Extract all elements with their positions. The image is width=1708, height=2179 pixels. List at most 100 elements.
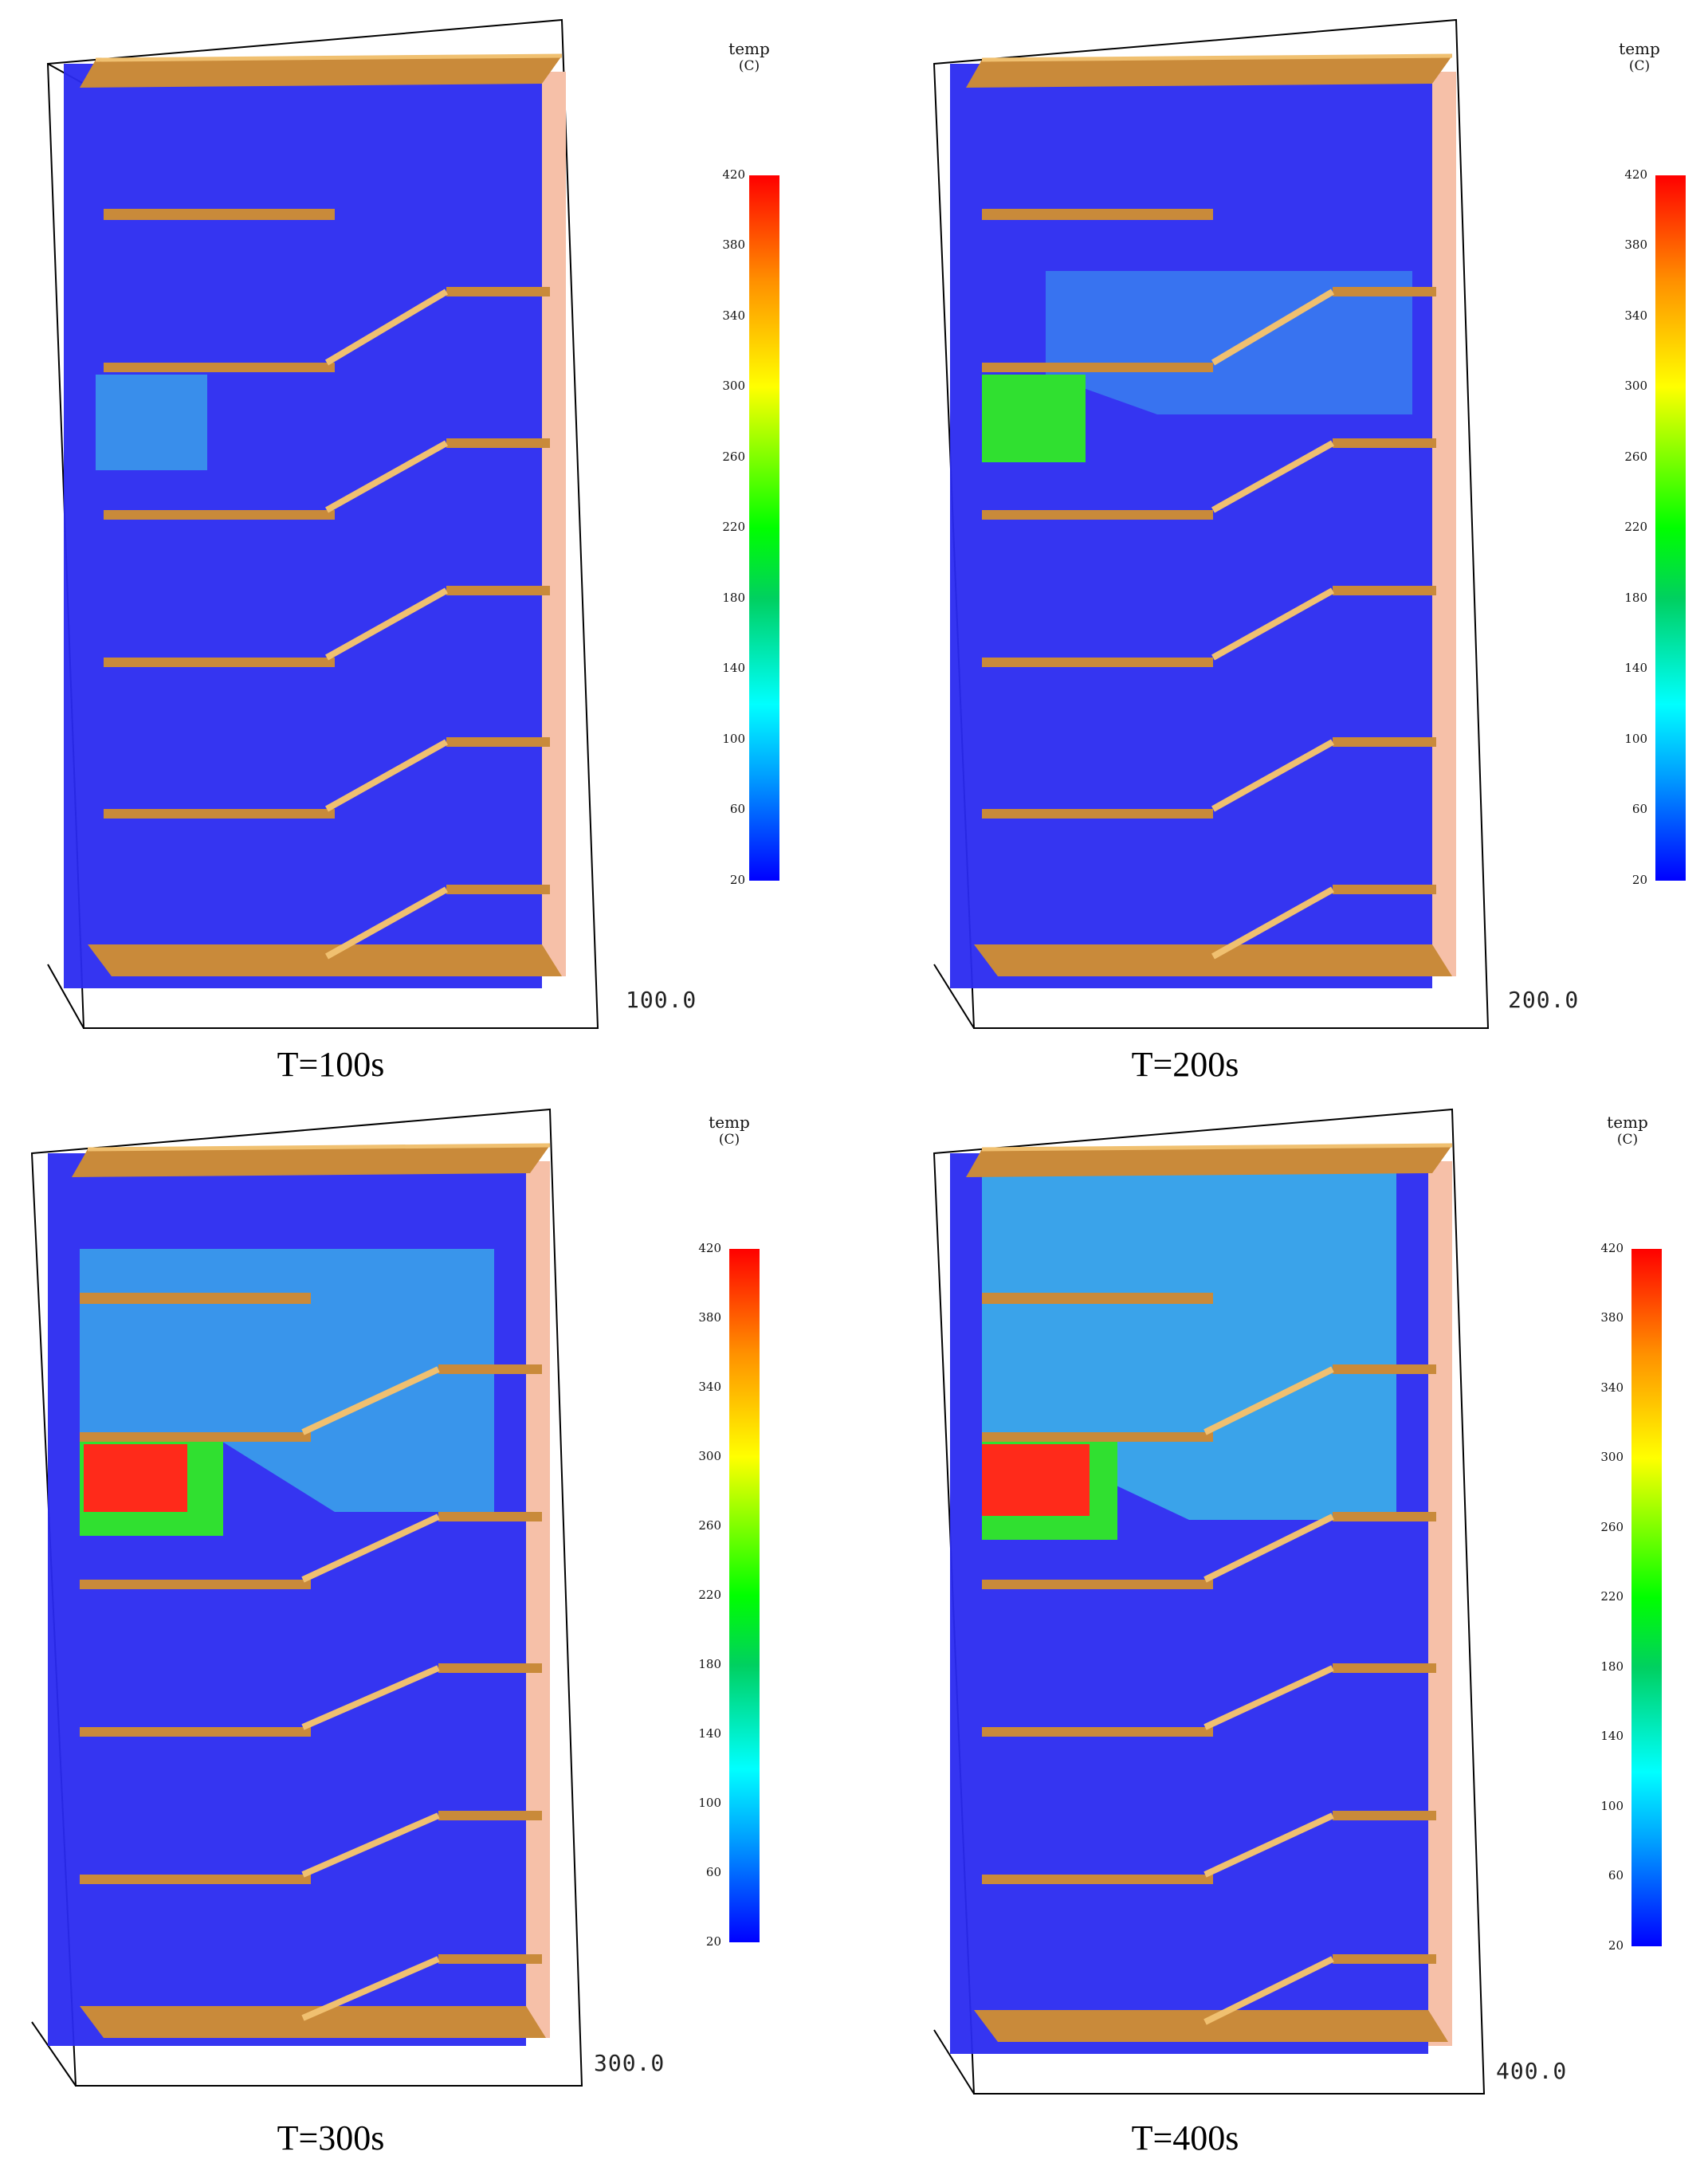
- legend-tick: 420: [722, 167, 745, 182]
- legend-tick: 260: [722, 450, 745, 464]
- legend-tick: 100: [1600, 1799, 1624, 1813]
- legend-tick: 380: [722, 238, 745, 252]
- legend-tick: 180: [722, 591, 745, 605]
- legend-unit: (C): [738, 58, 760, 74]
- landings: [88, 209, 562, 976]
- legend-tick: 100: [1624, 732, 1647, 746]
- legend-tick: 300: [722, 379, 745, 393]
- legend-tick: 300: [698, 1449, 721, 1463]
- legend-tick: 60: [1608, 1868, 1624, 1883]
- legend-tick: 20: [729, 873, 745, 887]
- legend-tick: 220: [1600, 1589, 1624, 1604]
- legend-title-text: temp: [1619, 39, 1660, 58]
- legend-unit: (C): [1628, 58, 1651, 74]
- legend-tick: 60: [1631, 802, 1647, 816]
- top-slab: [966, 56, 1452, 88]
- stair-flights: [1203, 1366, 1334, 2025]
- legend-tick: 20: [705, 1934, 721, 1949]
- right-wall: [1428, 1161, 1452, 2046]
- color-scale-bar: [729, 1249, 760, 1942]
- legend-tick: 260: [1600, 1520, 1624, 1534]
- color-scale-bar: [1655, 175, 1686, 881]
- stair-flights: [324, 289, 449, 960]
- legend-tick: 140: [698, 1726, 721, 1741]
- time-readout: 400.0: [1496, 2058, 1568, 2084]
- legend-tick: 300: [1600, 1450, 1624, 1464]
- stairwell-render: [30, 1108, 583, 2087]
- panel-caption: T=400s: [1131, 2118, 1239, 2157]
- legend-tick: 140: [1624, 661, 1647, 675]
- legend-tick: 300: [1624, 379, 1647, 393]
- panel-caption: T=100s: [277, 1045, 385, 1084]
- legend-tick: 140: [722, 661, 745, 675]
- legend-tick: 340: [698, 1380, 721, 1394]
- panel-t100: temp (C) 420 380 340 300 260 220 180 140…: [0, 0, 854, 1090]
- fire-room-hot: [982, 1444, 1090, 1516]
- legend-tick: 60: [729, 802, 745, 816]
- time-readout: 200.0: [1508, 987, 1580, 1013]
- landings: [974, 209, 1452, 976]
- legend-tick: 180: [1624, 591, 1647, 605]
- right-wall: [1432, 72, 1456, 976]
- color-scale-bar: [749, 175, 779, 881]
- legend-title-text: temp: [709, 1113, 750, 1132]
- legend-title: temp (C): [693, 1113, 765, 1148]
- legend-tick: 260: [1624, 450, 1647, 464]
- legend-title-text: temp: [728, 39, 770, 58]
- legend-tick: 380: [698, 1310, 721, 1325]
- legend-tick: 420: [698, 1241, 721, 1255]
- fire-room-warm: [982, 375, 1086, 462]
- smoke-plume: [982, 1161, 1396, 1520]
- legend-tick: 20: [1631, 873, 1647, 887]
- legend-tick: 340: [1600, 1380, 1624, 1395]
- legend-unit: (C): [1616, 1132, 1639, 1148]
- legend-tick: 60: [705, 1865, 721, 1879]
- legend-tick: 340: [1624, 308, 1647, 323]
- cold-volume: [950, 64, 1432, 988]
- smoke-plume: [96, 375, 207, 470]
- legend-tick: 380: [1624, 238, 1647, 252]
- legend-tick: 220: [722, 520, 745, 534]
- top-slab: [80, 56, 562, 88]
- fire-room-hot: [84, 1444, 187, 1512]
- legend-tick: 420: [1600, 1241, 1624, 1255]
- top-slab: [966, 1145, 1452, 1177]
- legend-tick: 140: [1600, 1729, 1624, 1743]
- legend-title: temp (C): [713, 40, 785, 75]
- panel-caption: T=200s: [1131, 1045, 1239, 1084]
- stairwell-render: [46, 18, 599, 1029]
- legend-tick: 100: [722, 732, 745, 746]
- legend-tick: 220: [698, 1588, 721, 1602]
- legend-unit: (C): [718, 1132, 740, 1148]
- color-scale-bar: [1631, 1249, 1662, 1946]
- time-readout: 100.0: [626, 987, 697, 1013]
- top-slab: [72, 1145, 550, 1177]
- landings: [974, 1293, 1448, 2042]
- smoke-plume: [80, 1249, 494, 1512]
- stair-flights: [1211, 289, 1335, 960]
- legend-tick: 180: [698, 1657, 721, 1671]
- legend-title-text: temp: [1607, 1113, 1648, 1132]
- legend-tick: 380: [1600, 1310, 1624, 1325]
- panel-caption: T=300s: [277, 2118, 385, 2157]
- panel-t200: temp (C) 420 380 340 300 260 220 180 140…: [854, 0, 1708, 1090]
- right-wall: [526, 1161, 550, 2038]
- smoke-plume: [1046, 271, 1412, 414]
- legend-tick: 20: [1608, 1938, 1624, 1953]
- legend-title: temp (C): [1604, 40, 1675, 75]
- legend-title: temp (C): [1592, 1113, 1663, 1148]
- legend-tick: 260: [698, 1518, 721, 1533]
- right-wall: [542, 72, 566, 976]
- legend-tick: 100: [698, 1796, 721, 1810]
- panel-t400: temp (C) 420 380 340 300 260 220 180 140…: [854, 1090, 1708, 2179]
- legend-tick: 180: [1600, 1659, 1624, 1674]
- stairwell-render: [933, 18, 1490, 1029]
- stairwell-render: [933, 1108, 1486, 2095]
- stair-flights: [301, 1366, 440, 2021]
- panel-t300: temp (C) 420 380 340 300 260 220 180 140…: [0, 1090, 854, 2179]
- landings: [80, 1293, 546, 2038]
- legend-tick: 220: [1624, 520, 1647, 534]
- legend-tick: 340: [722, 308, 745, 323]
- time-readout: 300.0: [594, 2050, 666, 2076]
- legend-tick: 420: [1624, 167, 1647, 182]
